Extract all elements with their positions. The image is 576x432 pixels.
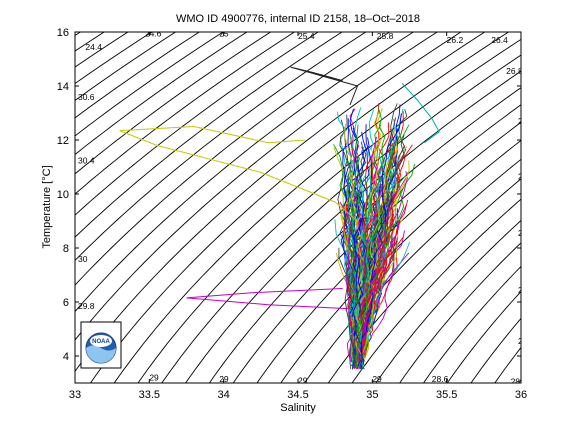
density-label: 27 bbox=[518, 228, 528, 238]
profile-line bbox=[357, 165, 387, 360]
profile-line bbox=[354, 161, 384, 364]
density-isoline bbox=[75, 32, 414, 313]
highlighted-profile bbox=[119, 125, 358, 222]
x-tick-label: 35.5 bbox=[436, 389, 457, 401]
density-label: 27.4 bbox=[518, 285, 535, 295]
highlighted-profiles bbox=[119, 66, 440, 310]
density-label: 30.4 bbox=[78, 155, 95, 165]
density-label: 29 bbox=[298, 375, 308, 385]
y-axis-label: Temperature [°C] bbox=[41, 165, 53, 248]
density-isoline bbox=[280, 139, 521, 383]
density-isoline bbox=[75, 32, 248, 156]
y-tick-label: 12 bbox=[57, 135, 69, 147]
x-tick-label: 35 bbox=[366, 389, 378, 401]
density-label: 30 bbox=[78, 254, 88, 264]
density-label: 27.8 bbox=[518, 336, 535, 346]
density-label: 28.6 bbox=[432, 374, 449, 384]
density-label: 27 bbox=[518, 116, 528, 126]
density-isoline bbox=[75, 32, 390, 286]
profile-line bbox=[353, 193, 396, 369]
noaa-logo-text: NOAA bbox=[92, 339, 110, 345]
profile-line bbox=[340, 123, 360, 366]
y-tick-label: 4 bbox=[63, 351, 69, 363]
y-tick-label: 16 bbox=[57, 27, 69, 39]
density-label: 29 bbox=[219, 374, 229, 384]
highlighted-profile bbox=[186, 288, 351, 310]
profile-line bbox=[352, 196, 364, 367]
density-label: 26.4 bbox=[491, 35, 508, 45]
density-isoline bbox=[470, 317, 521, 383]
profile-lines bbox=[333, 103, 416, 370]
profile-line bbox=[353, 225, 395, 369]
y-tick-label: 8 bbox=[63, 243, 69, 255]
y-tick-label: 14 bbox=[57, 81, 69, 93]
density-isoline bbox=[75, 32, 367, 262]
density-isoline bbox=[351, 198, 521, 383]
density-isoline bbox=[75, 32, 319, 216]
x-tick-label: 34 bbox=[218, 389, 230, 401]
density-isoline bbox=[399, 242, 521, 383]
density-label: 29.8 bbox=[78, 301, 95, 311]
x-tick-label: 34.5 bbox=[287, 389, 308, 401]
density-label: 30.6 bbox=[78, 92, 95, 102]
x-tick-label: 36 bbox=[515, 389, 527, 401]
density-label: 28.2 bbox=[511, 377, 528, 387]
density-label: 24.6 bbox=[145, 28, 162, 38]
density-label: 29 bbox=[149, 373, 159, 383]
profile-line bbox=[351, 155, 362, 367]
y-axis: 4 6 8 10 12 14 16 bbox=[57, 27, 521, 363]
density-label: 27 bbox=[518, 171, 528, 181]
x-axis: 33 33.5 34 34.5 35 35.5 36 bbox=[69, 32, 527, 401]
x-axis-label: Salinity bbox=[280, 402, 316, 414]
density-label: 29 bbox=[372, 374, 382, 384]
density-isoline bbox=[113, 32, 509, 383]
y-tick-label: 6 bbox=[63, 297, 69, 309]
noaa-logo: NOAA bbox=[80, 321, 122, 369]
density-isoline bbox=[423, 265, 521, 383]
highlighted-profile bbox=[290, 66, 359, 106]
x-tick-label: 33 bbox=[69, 389, 81, 401]
highlighted-profile bbox=[401, 82, 440, 144]
density-isoline bbox=[375, 219, 521, 383]
density-isoline bbox=[137, 38, 521, 383]
density-isoline bbox=[446, 290, 521, 383]
profile-line bbox=[357, 113, 402, 367]
density-label: 25.8 bbox=[377, 31, 394, 41]
density-isoline bbox=[90, 32, 485, 383]
density-label: 24.4 bbox=[85, 42, 102, 52]
chart-title: WMO ID 4900776, internal ID 2158, 18–Oct… bbox=[176, 13, 420, 25]
y-tick-label: 10 bbox=[57, 189, 69, 201]
profile-line bbox=[355, 223, 388, 367]
density-isoline bbox=[75, 32, 271, 175]
x-tick-label: 33.5 bbox=[139, 389, 160, 401]
density-label: 26.2 bbox=[447, 35, 464, 45]
density-isoline bbox=[256, 121, 521, 383]
density-isoline bbox=[75, 32, 224, 137]
density-isoline bbox=[75, 32, 176, 102]
density-isoline bbox=[75, 32, 295, 195]
density-isoline bbox=[161, 54, 521, 383]
profile-line bbox=[345, 239, 362, 357]
density-label: 26.8 bbox=[506, 66, 523, 76]
density-label: 25.4 bbox=[298, 31, 315, 41]
density-isoline bbox=[75, 32, 343, 238]
profile-line bbox=[352, 246, 368, 367]
density-isoline bbox=[75, 32, 200, 119]
